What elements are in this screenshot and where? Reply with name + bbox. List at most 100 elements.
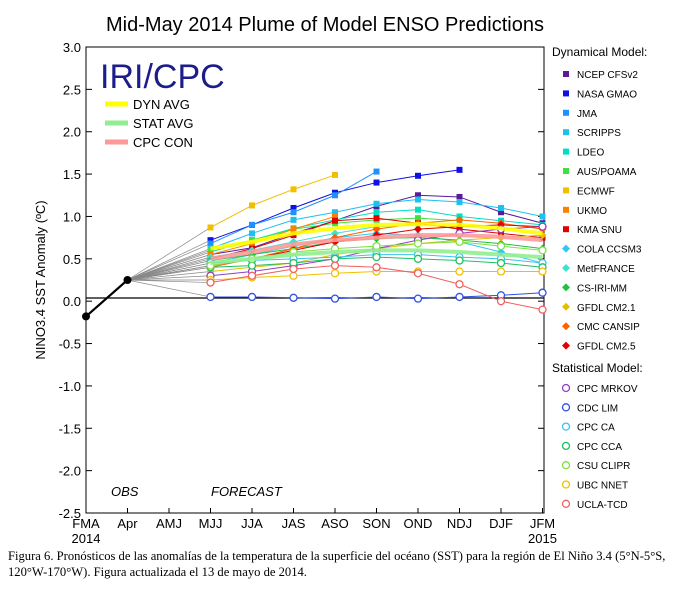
avg-line-stat-avg [210, 248, 543, 266]
data-point [538, 305, 547, 314]
legend-title-statistical: Statistical Model: [552, 361, 643, 375]
data-point [456, 166, 463, 173]
forecast-connector [127, 239, 211, 281]
legend-label: UBC NNET [577, 481, 628, 492]
forecast-connector [127, 243, 211, 281]
legend-title-dynamical: Dynamical Model: [552, 45, 647, 59]
avg-legend-label: STAT AVG [133, 116, 193, 131]
y-tick-label: 0.5 [63, 252, 81, 267]
avg-line-dyn-avg [210, 222, 543, 251]
data-point [538, 246, 547, 255]
series-ecmwf [207, 171, 338, 231]
y-tick-label: -1.5 [59, 421, 81, 436]
data-point [415, 206, 421, 213]
forecast-connector [127, 271, 211, 281]
data-point [207, 247, 214, 254]
data-point [289, 271, 298, 280]
enso-plume-chart: Mid-May 2014 Plume of Model ENSO Predict… [33, 14, 647, 545]
x-tick-label: OND [404, 516, 433, 531]
y-tick-label: 2.0 [63, 125, 81, 140]
y-tick-label: -2.0 [59, 464, 81, 479]
legend-label: UCLA-TCD [577, 500, 628, 511]
data-point [332, 192, 338, 199]
data-point [207, 224, 214, 231]
series-jma [207, 168, 380, 247]
legend-marker [561, 461, 571, 470]
x-tick-label: Apr [117, 516, 138, 531]
legend-marker [562, 244, 570, 253]
legend-label: CPC CA [577, 423, 615, 434]
y-tick-label: 3.0 [63, 40, 81, 55]
data-point [456, 193, 463, 200]
forecast-connector [127, 275, 211, 281]
y-tick-label: 0.0 [63, 294, 81, 309]
data-point [372, 252, 381, 262]
data-point [289, 264, 298, 274]
legend-marker [561, 383, 571, 393]
legend-label: KMA SNU [577, 225, 622, 236]
data-point [372, 292, 381, 302]
legend-label: SCRIPPS [577, 128, 621, 139]
obs-line [85, 279, 129, 318]
year-label: 2014 [72, 531, 101, 545]
data-point [206, 292, 215, 302]
data-point [372, 263, 381, 272]
forecast-connector [127, 279, 211, 298]
avg-line-cpc-con [210, 233, 543, 261]
legend-label: COLA CCSM3 [577, 245, 642, 256]
x-tick-label: SON [362, 516, 390, 531]
legend-marker [562, 264, 570, 272]
data-point [372, 225, 381, 234]
data-point [415, 196, 421, 203]
data-point [455, 256, 464, 265]
legend-label: CPC CCA [577, 442, 622, 453]
data-point [249, 221, 255, 228]
avg-legend-label: CPC CON [133, 135, 193, 150]
data-point [290, 216, 297, 223]
obs-point [123, 276, 132, 284]
data-point [290, 204, 297, 211]
forecast-connector [127, 254, 211, 281]
y-axis-label: NINO3.4 SST Anomaly (ºC) [33, 200, 48, 359]
data-point [207, 240, 214, 247]
legend-label: LDEO [577, 148, 604, 159]
legend-label: GFDL CM2.5 [577, 342, 636, 353]
legend-marker [562, 302, 570, 311]
data-point [496, 258, 506, 268]
data-point [539, 213, 546, 220]
data-point [247, 261, 257, 270]
data-point [415, 192, 421, 199]
x-tick-label: JFM [530, 516, 555, 531]
obs-label: OBS [111, 484, 139, 499]
data-point [455, 292, 464, 302]
y-tick-label: 1.0 [63, 209, 81, 224]
data-point [373, 215, 380, 222]
data-point [413, 294, 423, 303]
forecast-label: FORECAST [211, 484, 283, 499]
x-tick-label: JAS [282, 516, 306, 531]
legend-label: CDC LIM [577, 403, 618, 414]
x-tick-label: MJJ [199, 516, 223, 531]
forecast-connector [127, 227, 211, 281]
data-point [332, 213, 338, 220]
data-point [247, 292, 257, 302]
series-ukmo [207, 213, 338, 258]
legend-marker [563, 109, 569, 116]
data-point [455, 267, 464, 276]
forecast-connector [127, 262, 211, 281]
obs-point [82, 312, 90, 321]
legend-marker [563, 129, 569, 136]
series-line [210, 174, 336, 228]
legend-label: GFDL CM2.1 [577, 303, 636, 314]
data-point [249, 230, 255, 237]
data-point [290, 186, 297, 193]
legend-label: ECMWF [577, 186, 615, 197]
data-point [496, 241, 506, 251]
legend-label: CS-IRI-MM [577, 283, 627, 294]
data-point [290, 226, 297, 233]
data-point [206, 278, 215, 287]
y-tick-label: 1.5 [63, 167, 81, 182]
x-tick-label: JJA [241, 516, 263, 531]
data-point [331, 229, 339, 238]
legend-marker [563, 71, 569, 77]
